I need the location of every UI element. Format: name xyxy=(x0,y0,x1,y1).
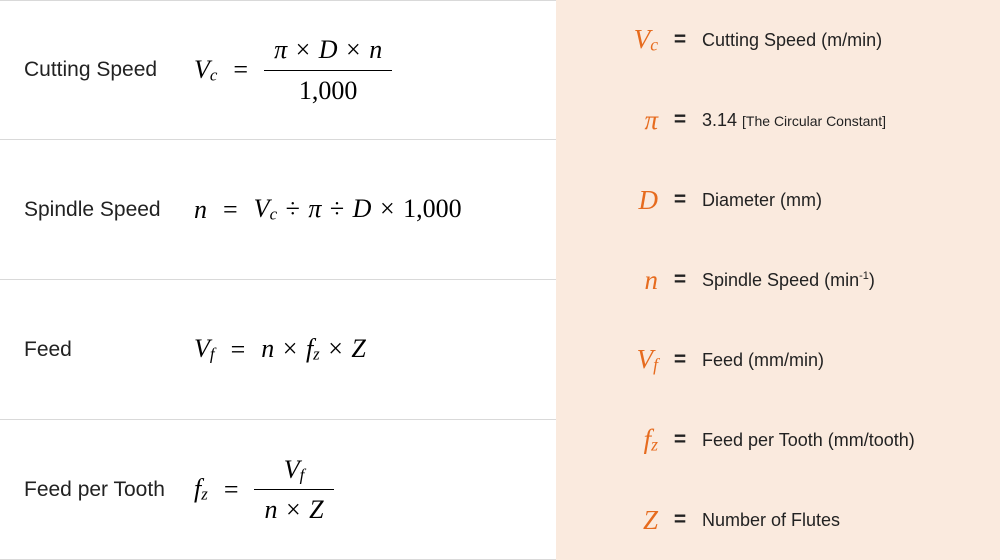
legend-symbol: n xyxy=(600,265,658,296)
formula-label: Spindle Speed xyxy=(24,198,194,222)
formula-lhs: Vf xyxy=(194,334,215,365)
legend-row: fz=Feed per Tooth (mm/tooth) xyxy=(556,400,1000,480)
formula-label: Feed xyxy=(24,338,194,362)
legend-equals: = xyxy=(658,508,702,532)
equals-sign: = xyxy=(221,195,240,225)
numerator: Vf xyxy=(274,450,315,490)
formula-lhs: Vc xyxy=(194,55,217,86)
legend-equals: = xyxy=(658,428,702,452)
formula-row: FeedVf = n × fz × Z xyxy=(0,280,556,420)
fraction: Vfn × Z xyxy=(254,450,333,530)
formula-lhs: n xyxy=(194,195,207,225)
legend-equals: = xyxy=(658,108,702,132)
legend-description: 3.14 [The Circular Constant] xyxy=(702,110,886,131)
formula-label: Cutting Speed xyxy=(24,58,194,82)
legend-description: Diameter (mm) xyxy=(702,190,822,211)
equals-sign: = xyxy=(229,335,248,365)
legend-symbol: π xyxy=(600,105,658,136)
formula-rhs: n × fz × Z xyxy=(261,334,366,365)
legend-equals: = xyxy=(658,28,702,52)
formula-label: Feed per Tooth xyxy=(24,478,194,502)
legend-description: Feed (mm/min) xyxy=(702,350,824,371)
legend-equals: = xyxy=(658,268,702,292)
equals-sign: = xyxy=(222,475,241,505)
legend-row: π=3.14 [The Circular Constant] xyxy=(556,80,1000,160)
legend-description: Cutting Speed (m/min) xyxy=(702,30,882,51)
legend-row: D=Diameter (mm) xyxy=(556,160,1000,240)
numerator: π × D × n xyxy=(264,30,392,69)
legend-description: Spindle Speed (min-1) xyxy=(702,270,875,291)
formula-expression: Vf = n × fz × Z xyxy=(194,334,556,365)
formula-lhs: fz xyxy=(194,474,208,505)
formula-expression: n = Vc ÷ π ÷ D × 1,000 xyxy=(194,194,556,225)
formulas-panel: Cutting SpeedVc = π × D × n1,000 Spindle Sp… xyxy=(0,0,556,560)
formula-row: Feed per Toothfz = Vfn × Z xyxy=(0,420,556,560)
formula-expression: Vc = π × D × n1,000 xyxy=(194,30,556,109)
legend-row: Vf=Feed (mm/min) xyxy=(556,320,1000,400)
legend-symbol: Vf xyxy=(600,344,658,376)
fraction: π × D × n1,000 xyxy=(264,30,392,109)
legend-description: Number of Flutes xyxy=(702,510,840,531)
formula-row: Spindle Speedn = Vc ÷ π ÷ D × 1,000 xyxy=(0,140,556,280)
legend-row: Z=Number of Flutes xyxy=(556,480,1000,560)
denominator: n × Z xyxy=(254,490,333,529)
formula-rhs: Vc ÷ π ÷ D × 1,000 xyxy=(254,194,462,225)
legend-symbol: Vc xyxy=(600,24,658,56)
formula-row: Cutting SpeedVc = π × D × n1,000 xyxy=(0,0,556,140)
legend-symbol: D xyxy=(600,185,658,216)
legend-description: Feed per Tooth (mm/tooth) xyxy=(702,430,915,451)
legend-row: Vc=Cutting Speed (m/min) xyxy=(556,0,1000,80)
denominator: 1,000 xyxy=(289,71,368,110)
legend-symbol: Z xyxy=(600,505,658,536)
formula-expression: fz = Vfn × Z xyxy=(194,450,556,530)
legend-panel: Vc=Cutting Speed (m/min)π=3.14 [The Circ… xyxy=(556,0,1000,560)
legend-row: n=Spindle Speed (min-1) xyxy=(556,240,1000,320)
legend-symbol: fz xyxy=(600,424,658,456)
legend-equals: = xyxy=(658,188,702,212)
equals-sign: = xyxy=(231,55,250,85)
legend-equals: = xyxy=(658,348,702,372)
